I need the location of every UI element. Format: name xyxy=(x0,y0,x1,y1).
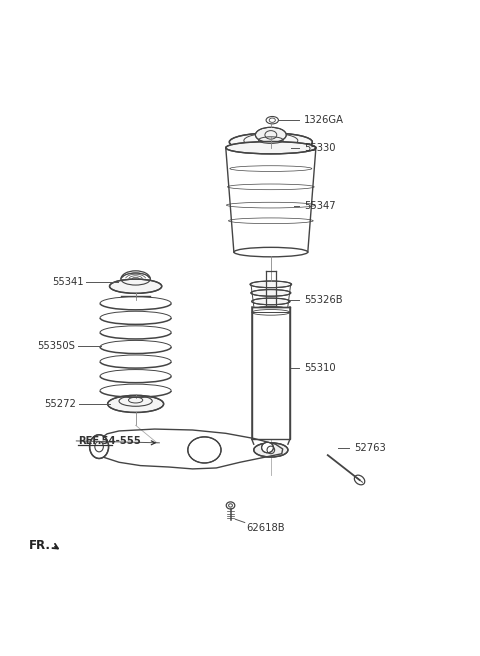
Text: REF.54-555: REF.54-555 xyxy=(78,436,141,446)
Ellipse shape xyxy=(255,127,286,142)
Ellipse shape xyxy=(188,437,221,463)
Ellipse shape xyxy=(254,443,288,457)
Ellipse shape xyxy=(250,281,291,288)
Ellipse shape xyxy=(226,142,316,154)
Text: 55350S: 55350S xyxy=(37,341,75,351)
Text: FR.: FR. xyxy=(29,539,51,552)
FancyBboxPatch shape xyxy=(252,306,290,440)
Text: 55310: 55310 xyxy=(304,363,336,373)
Text: 55341: 55341 xyxy=(52,277,84,287)
Text: 52763: 52763 xyxy=(354,443,385,453)
Text: 55272: 55272 xyxy=(45,399,76,409)
Text: 55330: 55330 xyxy=(304,143,336,153)
Ellipse shape xyxy=(108,396,164,413)
Ellipse shape xyxy=(229,133,312,151)
Ellipse shape xyxy=(251,289,291,297)
Ellipse shape xyxy=(252,306,289,314)
Text: 55326B: 55326B xyxy=(304,295,343,304)
Ellipse shape xyxy=(90,435,108,459)
Text: 55347: 55347 xyxy=(304,201,336,211)
Ellipse shape xyxy=(262,442,274,453)
Ellipse shape xyxy=(109,279,162,293)
Ellipse shape xyxy=(252,298,290,305)
Text: 1326GA: 1326GA xyxy=(304,115,344,125)
Text: 62618B: 62618B xyxy=(246,523,285,533)
